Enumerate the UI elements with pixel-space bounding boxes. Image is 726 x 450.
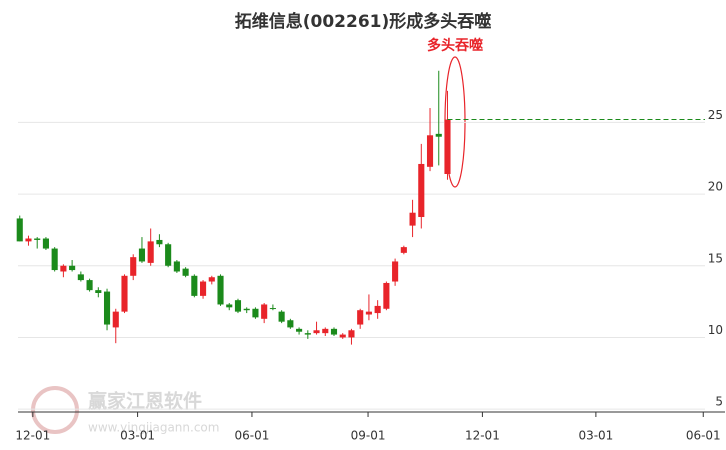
candle-body <box>374 305 381 314</box>
x-tick-label: 09-01 <box>351 429 386 443</box>
candle-body <box>304 333 311 335</box>
candle-body <box>330 328 338 335</box>
watermark-url: www.yingjiagann.com <box>88 421 219 435</box>
candle-body <box>243 308 250 311</box>
candle-body <box>25 238 32 242</box>
candle-body <box>322 328 329 334</box>
candle-body <box>365 311 372 315</box>
candle-body <box>444 119 451 174</box>
candle-body <box>103 291 111 325</box>
x-tick-label: 06-01 <box>235 429 270 443</box>
x-tick-label: 03-01 <box>120 429 155 443</box>
candle-body <box>269 308 276 310</box>
y-tick-label: 25 <box>708 108 723 122</box>
candle-body <box>95 290 102 293</box>
annotation: 多头吞噬 <box>427 37 483 54</box>
x-tick-label: 03-01 <box>578 429 613 443</box>
candle-body <box>156 239 163 245</box>
candle-body <box>200 281 207 296</box>
candle-body <box>234 300 242 312</box>
candle-body <box>392 261 399 282</box>
candle-body <box>69 265 76 271</box>
candle-body <box>278 311 285 322</box>
candle-body <box>313 330 320 334</box>
candle-body <box>147 241 154 263</box>
candle-body <box>426 135 434 167</box>
candle-body <box>339 334 346 338</box>
candle-body <box>409 212 416 226</box>
candle-body <box>287 320 294 328</box>
candle-body <box>400 247 407 253</box>
candle-body <box>226 304 233 308</box>
candle-body <box>51 248 58 271</box>
candle-body <box>60 265 67 272</box>
y-tick-label: 10 <box>708 323 723 337</box>
candle-body <box>383 282 390 309</box>
candle-body <box>86 280 93 291</box>
candle-body <box>357 310 364 325</box>
candle-body <box>252 308 259 318</box>
candle-body <box>138 248 146 262</box>
candle-body <box>435 133 442 137</box>
candle-body <box>296 328 303 332</box>
y-tick-label: 5 <box>715 395 723 409</box>
chart-title: 拓维信息(002261)形成多头吞噬 <box>235 11 492 32</box>
candle-body <box>34 238 41 240</box>
candle-body <box>418 163 425 218</box>
y-tick-label: 15 <box>708 251 723 265</box>
x-tick-label: 12-01 <box>465 429 500 443</box>
x-tick-label: 06-01 <box>686 429 721 443</box>
watermark: 赢家江恩软件 <box>88 390 202 413</box>
candle-body <box>130 257 137 276</box>
watermark-logo <box>31 386 79 434</box>
candle-body <box>112 311 119 328</box>
candle-body <box>173 261 180 272</box>
candle-body <box>208 277 215 282</box>
candle-body <box>77 274 84 281</box>
candle-body <box>16 218 23 242</box>
candle-body <box>348 330 355 338</box>
candle-body <box>121 275 128 312</box>
x-tick-label: 12-01 <box>15 429 50 443</box>
y-tick-label: 20 <box>708 180 723 194</box>
candle-body <box>182 268 189 276</box>
candle-body <box>261 304 268 319</box>
candle-body <box>42 238 49 249</box>
candle-body <box>165 244 172 266</box>
candle-body <box>191 275 198 296</box>
candle-body <box>217 275 224 305</box>
